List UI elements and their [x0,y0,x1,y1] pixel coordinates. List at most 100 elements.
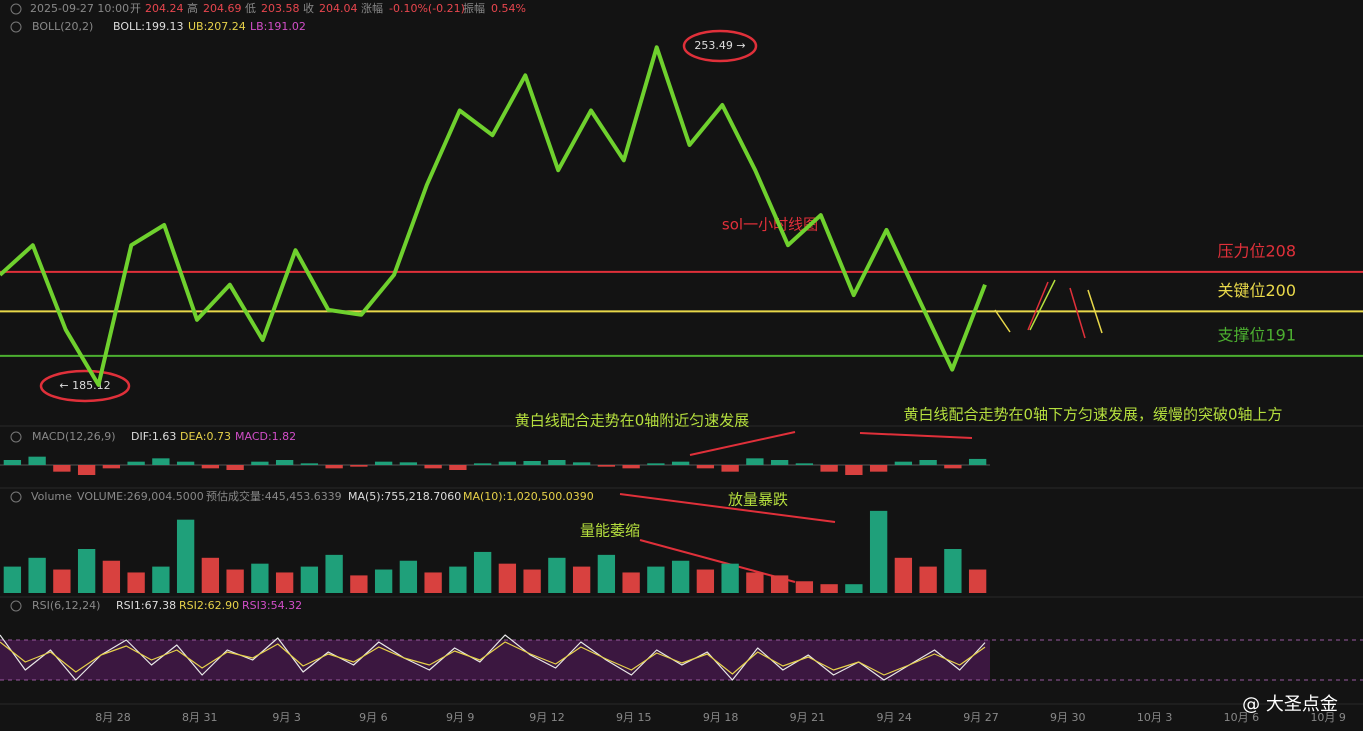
bar [548,557,566,593]
label: 低 [245,2,256,15]
bar [350,575,368,593]
bar [869,465,888,472]
level-label: 支撑位191 [1217,325,1296,344]
bar [399,462,418,465]
x-tick-label: 9月 24 [876,711,912,724]
bar [3,460,22,465]
label: 收 [303,1,314,15]
bar [53,569,71,593]
readout: BOLL:199.13 [113,20,183,33]
value: 203.58 [261,2,300,15]
bar [919,460,937,465]
readout: DIF:1.63 [131,430,176,443]
bar [746,458,764,465]
trough-label: ← 185.12 [59,379,110,392]
bar [201,465,220,469]
bar [845,465,863,475]
bar [300,463,319,465]
bar [622,572,640,593]
bar [424,465,442,469]
bar [251,563,269,593]
bar [968,569,987,593]
bar [968,458,987,465]
readout: RSI2:62.90 [179,599,239,612]
x-tick-label: 9月 27 [963,711,999,724]
bar [647,463,665,465]
bar [300,566,319,593]
bar [944,549,962,593]
panel-icons [10,3,22,612]
bar [226,465,244,470]
label: 开 [130,2,141,15]
value: 204.24 [145,2,184,15]
bar [597,554,616,593]
bar [795,463,814,465]
readout: LB:191.02 [250,20,306,33]
x-tick-label: 9月 3 [272,711,301,724]
bar [498,563,517,593]
readout: RSI3:54.32 [242,599,302,612]
indicator: Volume [31,490,72,503]
x-tick-label: 10月 3 [1137,711,1173,724]
bar [424,572,442,593]
x-tick-label: 8月 31 [182,711,218,724]
x-tick-label: 9月 9 [446,711,475,724]
bar [523,461,541,465]
bar [176,519,195,593]
forecast-strokes [994,279,1103,339]
readout: MACD:1.82 [235,430,296,443]
bar [77,549,96,593]
line [0,641,986,676]
bar [28,456,46,465]
bar [523,569,541,593]
bar [374,461,393,465]
arrows [619,431,973,583]
note: 黄白线配合走势在0轴下方匀速发展，缓慢的突破0轴上方 [903,406,1282,424]
bar [152,566,170,593]
bar [795,581,814,593]
value: -0.10%(-0.21) [389,2,465,15]
note: 放量暴跌 [728,491,788,509]
bar [572,462,591,465]
bar [820,584,838,593]
bar [53,465,71,472]
bar [77,465,96,475]
label: 涨幅 [361,2,383,15]
bar [894,461,913,465]
bar [696,465,715,469]
bar [399,560,418,593]
bar [449,465,467,470]
bar [275,460,294,465]
readout: DEA:0.73 [180,430,231,443]
bar [226,569,244,593]
x-tick-label: 8月 28 [95,711,131,724]
x-tick-label: 9月 18 [703,711,739,724]
bar [869,510,888,593]
bar [102,465,121,469]
bar [102,560,121,593]
value: 204.69 [203,2,242,15]
watermark: @ 大圣点金 [1242,694,1338,715]
readout: MA(5):755,218.7060 [348,490,461,503]
bar [28,557,46,593]
value: 204.04 [319,2,358,15]
bar [597,465,616,467]
readout: UB:207.24 [188,20,246,33]
label: 振幅 [463,1,485,15]
bar [374,569,393,593]
level-label: 压力位208 [1217,241,1296,260]
x-tick-label: 9月 21 [790,711,826,724]
readout: MA(10):1,020,500.0390 [463,490,594,503]
x-tick-label: 9月 12 [529,711,565,724]
label: 高 [187,1,198,15]
x-tick-label: 9月 6 [359,711,388,724]
readout: RSI1:67.38 [116,599,176,612]
bar [696,569,715,593]
highlight-ring [682,29,758,63]
value: 0.54% [491,2,526,15]
line [0,45,987,387]
readout: 预估成交量:445,453.6339 [206,489,342,503]
indicator: BOLL(20,2) [32,20,93,33]
